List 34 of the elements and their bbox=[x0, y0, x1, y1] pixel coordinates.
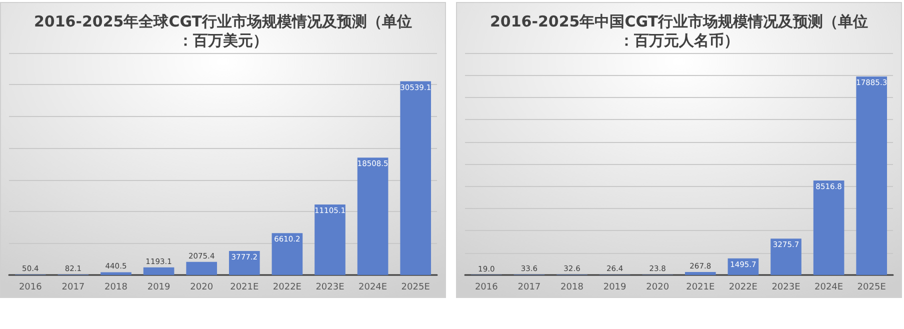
x-tick-label: 2016 bbox=[474, 282, 498, 292]
bar bbox=[143, 267, 174, 275]
bar bbox=[357, 158, 388, 275]
x-tick-label: 2017 bbox=[518, 282, 541, 292]
x-tick-label: 2018 bbox=[560, 282, 584, 292]
x-tick-label: 2025E bbox=[401, 282, 430, 292]
bar bbox=[314, 204, 346, 275]
chart-title: 2016-2025年全球CGT行业市场规模情况及预测（单位：百万美元） bbox=[34, 12, 412, 50]
x-tick-label: 2022E bbox=[272, 282, 302, 292]
bar bbox=[400, 81, 432, 275]
bar bbox=[684, 272, 716, 275]
x-tick-label: 2024E bbox=[358, 282, 388, 292]
chart-title: 2016-2025年中国CGT行业市场规模情况及预测（单位：百万元人名币） bbox=[490, 12, 868, 50]
x-tick-label: 2023E bbox=[772, 282, 801, 292]
x-tick-label: 2025E bbox=[857, 282, 886, 292]
x-tick-label: 2022E bbox=[728, 282, 758, 292]
bar bbox=[228, 251, 260, 275]
bar bbox=[770, 238, 802, 275]
x-tick-label: 2019 bbox=[603, 282, 627, 292]
x-tick-label: 2020 bbox=[646, 282, 670, 292]
x-tick-label: 2023E bbox=[316, 282, 345, 292]
x-tick-label: 2021E bbox=[230, 282, 260, 292]
x-tick-label: 2018 bbox=[104, 282, 128, 292]
x-tick-label: 2019 bbox=[147, 282, 171, 292]
x-tick-label: 2017 bbox=[62, 282, 85, 292]
bar bbox=[272, 233, 303, 275]
bar bbox=[813, 180, 844, 275]
x-tick-label: 2016 bbox=[18, 282, 42, 292]
x-tick-label: 2020 bbox=[190, 282, 214, 292]
bar bbox=[186, 262, 218, 275]
x-tick-label: 2021E bbox=[686, 282, 716, 292]
x-tick-label: 2024E bbox=[814, 282, 844, 292]
bar bbox=[100, 272, 132, 275]
bar bbox=[856, 76, 888, 275]
